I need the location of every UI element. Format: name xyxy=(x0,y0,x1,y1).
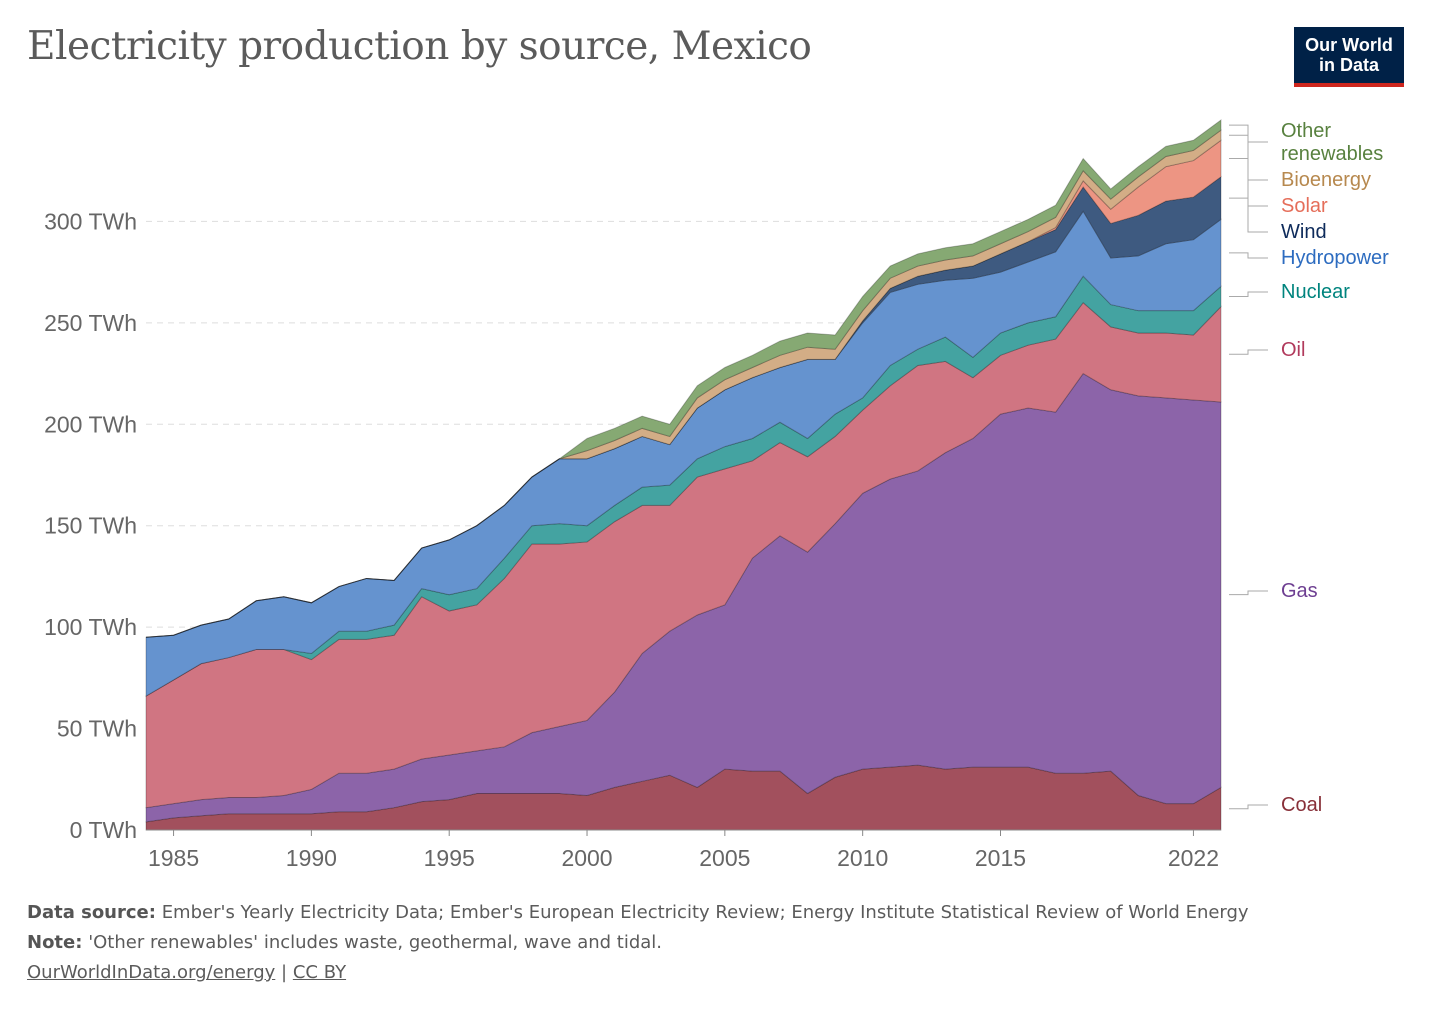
area-solar[interactable] xyxy=(145,139,1222,638)
series-label-solar: Solar xyxy=(1281,195,1328,217)
owid-energy-link[interactable]: OurWorldInData.org/energy xyxy=(27,962,276,983)
note-label: Note: xyxy=(27,932,83,953)
x-tick-label: 2000 xyxy=(561,845,612,871)
x-tick-label: 1985 xyxy=(148,845,199,871)
y-tick-label: 0 TWh xyxy=(70,817,137,843)
label-connector xyxy=(1229,158,1268,207)
series-label-nuclear: Nuclear xyxy=(1281,281,1350,303)
label-connector xyxy=(1229,124,1268,143)
series-label-coal: Coal xyxy=(1281,794,1322,816)
x-tick-label: 2005 xyxy=(699,845,750,871)
series-label-oil: Oil xyxy=(1281,339,1305,361)
x-tick-label: 2015 xyxy=(975,845,1026,871)
note-line: Note: 'Other renewables' includes waste,… xyxy=(27,928,1249,958)
area-hydropower[interactable] xyxy=(145,210,1222,697)
x-tick-label: 2022 xyxy=(1168,845,1219,871)
y-tick-label: 200 TWh xyxy=(44,411,137,437)
series-label-bioenergy: Bioenergy xyxy=(1281,169,1371,191)
area-series[interactable] xyxy=(145,119,1222,831)
stacked-area-chart: 0 TWh 50 TWh 100 TWh 150 TWh 200 TWh 250 TWh 3… xyxy=(44,119,1389,871)
label-connector xyxy=(1229,197,1268,233)
series-label-gas: Gas xyxy=(1281,580,1318,602)
link-line: OurWorldInData.org/energy | CC BY xyxy=(27,958,1249,988)
y-tick-label: 150 TWh xyxy=(44,513,137,539)
data-source-text: Ember's Yearly Electricity Data; Ember's… xyxy=(161,902,1249,923)
label-connector xyxy=(1229,590,1268,596)
area-wind[interactable] xyxy=(145,175,1222,638)
series-label-wind: Wind xyxy=(1281,221,1327,243)
series-label-other-renewables-line2: renewables xyxy=(1281,143,1383,165)
label-connector xyxy=(1229,252,1268,259)
label-connector xyxy=(1229,134,1268,181)
label-connector xyxy=(1229,804,1268,810)
area-other-renewables[interactable] xyxy=(145,119,1222,638)
label-connector xyxy=(1229,291,1268,297)
logo-line-2: in Data xyxy=(1318,55,1379,75)
y-tick-label: 300 TWh xyxy=(44,208,137,234)
series-label-other-renewables-line1: Other xyxy=(1281,120,1331,142)
chart-footer: Data source: Ember's Yearly Electricity … xyxy=(27,898,1249,988)
link-separator: | xyxy=(281,962,288,983)
x-tick-label: 1995 xyxy=(424,845,475,871)
owid-logo[interactable]: Our World in Data xyxy=(1294,27,1404,87)
chart-title: Electricity production by source, Mexico xyxy=(27,24,812,69)
axes: 0 TWh 50 TWh 100 TWh 150 TWh 200 TWh 250 TWh 3… xyxy=(44,208,1221,871)
y-tick-label: 250 TWh xyxy=(44,310,137,336)
license-link[interactable]: CC BY xyxy=(292,962,347,983)
x-tick-label: 2010 xyxy=(837,845,888,871)
y-tick-label: 50 TWh xyxy=(57,716,137,742)
series-label-hydropower: Hydropower xyxy=(1281,247,1389,269)
area-bioenergy[interactable] xyxy=(145,129,1222,638)
data-source-line: Data source: Ember's Yearly Electricity … xyxy=(27,898,1249,928)
area-gas[interactable] xyxy=(145,372,1222,823)
series-labels: Coal Gas Oil Nuclear Hydropower Wind Solar Bioe… xyxy=(1229,120,1389,816)
data-source-label: Data source: xyxy=(27,902,156,923)
y-tick-label: 100 TWh xyxy=(44,614,137,640)
x-tick-label: 1990 xyxy=(286,845,337,871)
note-text: 'Other renewables' includes waste, geoth… xyxy=(88,932,663,953)
logo-line-1: Our World xyxy=(1305,35,1393,55)
label-connector xyxy=(1229,349,1268,355)
